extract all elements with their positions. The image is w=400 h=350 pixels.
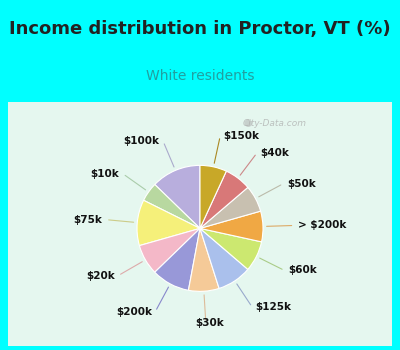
Text: Income distribution in Proctor, VT (%): Income distribution in Proctor, VT (%) xyxy=(9,20,391,38)
Text: White residents: White residents xyxy=(146,69,254,83)
Wedge shape xyxy=(155,228,200,290)
Text: $10k: $10k xyxy=(91,169,119,179)
Wedge shape xyxy=(200,166,226,228)
Text: > $200k: > $200k xyxy=(298,220,346,230)
Text: $20k: $20k xyxy=(86,271,115,281)
Wedge shape xyxy=(200,171,248,228)
Wedge shape xyxy=(144,184,200,228)
Wedge shape xyxy=(200,211,263,242)
Wedge shape xyxy=(140,228,200,272)
Wedge shape xyxy=(200,187,260,228)
Text: $100k: $100k xyxy=(124,136,160,146)
Wedge shape xyxy=(188,228,219,291)
Text: $30k: $30k xyxy=(195,318,224,328)
Text: $125k: $125k xyxy=(256,302,292,312)
Text: $50k: $50k xyxy=(287,178,316,189)
Text: $60k: $60k xyxy=(288,266,317,275)
Text: $200k: $200k xyxy=(116,307,152,317)
Wedge shape xyxy=(200,228,262,270)
Text: ●: ● xyxy=(243,118,252,128)
Text: City-Data.com: City-Data.com xyxy=(242,119,306,128)
Text: $40k: $40k xyxy=(260,148,289,158)
Wedge shape xyxy=(155,166,200,228)
Wedge shape xyxy=(200,228,248,288)
Text: $75k: $75k xyxy=(74,215,102,225)
Wedge shape xyxy=(137,200,200,246)
Text: $150k: $150k xyxy=(224,131,260,141)
